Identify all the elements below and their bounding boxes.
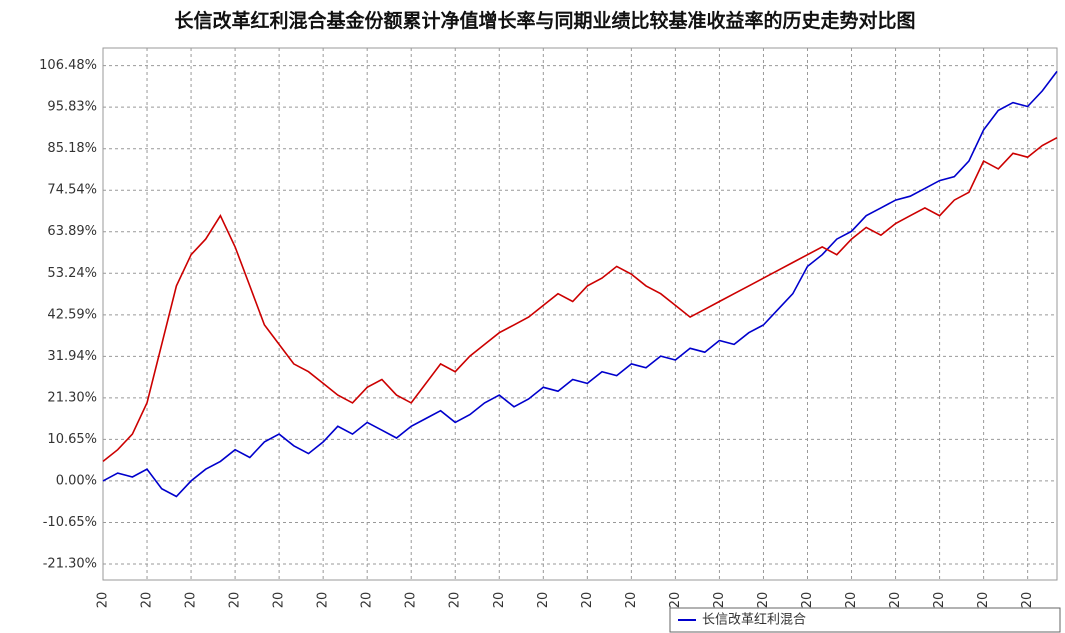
y-tick-label: 42.59%	[47, 307, 97, 322]
series-line	[102, 136, 1058, 463]
y-tick-label: -10.65%	[43, 515, 97, 530]
x-tick-label: 20	[536, 592, 551, 609]
x-tick-label: 20	[448, 592, 463, 609]
x-tick-label: 20	[228, 592, 243, 609]
x-tick-label: 20	[932, 592, 947, 609]
y-tick-label: 85.18%	[47, 141, 97, 156]
y-tick-label: 106.48%	[39, 58, 97, 73]
x-tick-label: 20	[272, 592, 287, 609]
x-tick-label: 20	[756, 592, 771, 609]
x-tick-label: 20	[800, 592, 815, 609]
chart-title: 长信改革红利混合基金份额累计净值增长率与同期业绩比较基准收益率的历史走势对比图	[174, 9, 915, 32]
x-tick-label: 20	[624, 592, 639, 609]
y-tick-label: 74.54%	[47, 183, 97, 198]
x-tick-label: 20	[316, 592, 331, 609]
x-tick-label: 20	[404, 592, 419, 609]
y-tick-label: 31.94%	[47, 349, 97, 364]
legend-box	[669, 607, 1061, 633]
y-tick-label: 53.24%	[47, 266, 97, 281]
y-tick-label: 10.65%	[47, 432, 97, 447]
y-tick-label: 21.30%	[47, 390, 97, 405]
x-tick-label: 20	[976, 592, 991, 609]
x-tick-label: 20	[712, 592, 727, 609]
x-tick-label: 20	[96, 592, 111, 609]
x-tick-label: 20	[184, 592, 199, 609]
plot-area	[102, 47, 1058, 581]
x-tick-label: 20	[1020, 592, 1035, 609]
y-tick-label: 95.83%	[47, 100, 97, 115]
series-line	[102, 70, 1058, 498]
legend-label: 长信改革红利混合	[702, 612, 806, 628]
x-tick-label: 20	[888, 592, 903, 609]
x-tick-label: 20	[668, 592, 683, 609]
x-tick-label: 20	[580, 592, 595, 609]
x-tick-label: 20	[140, 592, 155, 609]
x-tick-label: 20	[844, 592, 859, 609]
y-tick-label: 0.00%	[56, 473, 97, 488]
x-tick-label: 20	[360, 592, 375, 609]
y-tick-label: -21.30%	[43, 557, 97, 572]
y-tick-label: 63.89%	[47, 224, 97, 239]
x-tick-label: 20	[492, 592, 507, 609]
